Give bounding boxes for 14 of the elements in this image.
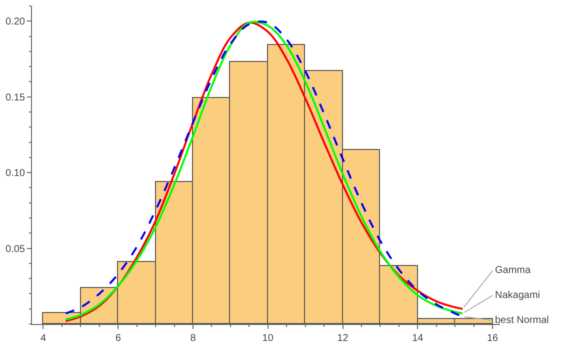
text: best Normal xyxy=(495,315,549,326)
x-tick-label: 16 xyxy=(486,333,499,344)
x-tick-label: 10 xyxy=(262,333,274,344)
y-tick-label: 0.15 xyxy=(6,92,26,104)
text: Gamma xyxy=(495,265,531,276)
y-tick-label: 0.20 xyxy=(6,16,26,28)
text: Nakagami xyxy=(495,290,540,301)
y-tick-label: 0.10 xyxy=(6,168,26,180)
x-tick-label: 12 xyxy=(337,333,349,344)
y-tick-label: 0.05 xyxy=(6,244,26,255)
x-tick-label: 14 xyxy=(412,333,424,344)
x-tick-label: 8 xyxy=(190,333,196,344)
x-tick-label: 4 xyxy=(40,333,46,344)
x-tick-label: 6 xyxy=(115,333,122,344)
